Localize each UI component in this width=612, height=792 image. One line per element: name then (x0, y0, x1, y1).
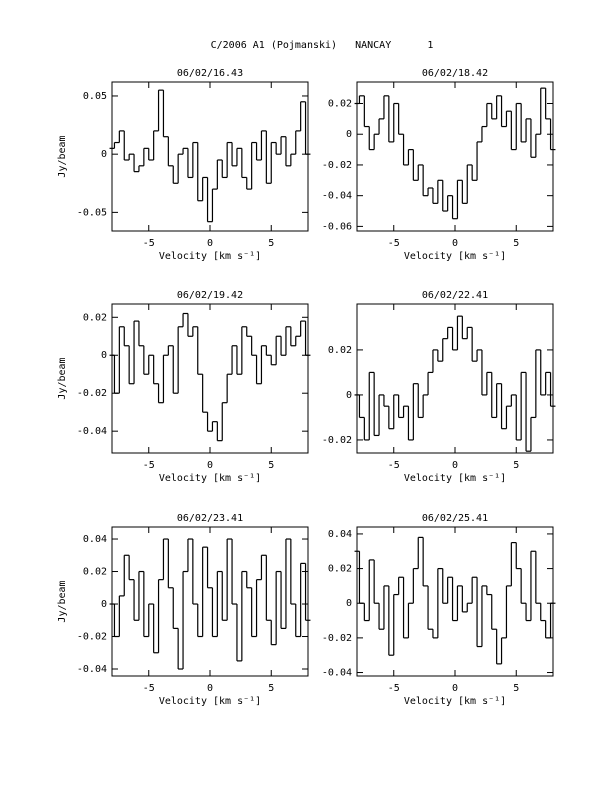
panel-title: 06/02/25.41 (422, 513, 488, 524)
y-tick-label: 0.02 (328, 345, 352, 356)
panel: 06/02/25.41 -5 0 5 -0.04 -0.02 0 0.02 0.04 Veloci… (322, 513, 556, 707)
x-tick-label: -5 (388, 238, 400, 249)
y-tick-label: -0.02 (322, 633, 352, 644)
plot-frame (356, 81, 554, 232)
panel: 06/02/22.41 -5 0 5 -0.02 0 0.02 Velocity [km s⁻… (322, 290, 556, 484)
y-tick-label: -0.02 (77, 632, 107, 643)
panel: 06/02/23.41 -5 0 5 -0.04 -0.02 0 0.02 0.04 Veloci… (57, 513, 311, 707)
x-tick-label: 0 (207, 238, 213, 249)
panel-title: 06/02/19.42 (177, 290, 243, 301)
x-tick-label: -5 (388, 460, 400, 471)
y-tick-label: 0.04 (83, 534, 107, 545)
y-tick-label: 0 (101, 350, 107, 361)
panel-title: 06/02/16.43 (177, 68, 243, 79)
plot-frame (111, 81, 309, 232)
y-tick-label: -0.04 (322, 668, 352, 679)
y-tick-label: 0.04 (328, 529, 352, 540)
panel: 06/02/16.43 -5 0 5 -0.05 0 0.05 Velocity [km s⁻… (57, 68, 311, 262)
panel: 06/02/18.42 -5 0 5 -0.06 -0.04 -0.02 0 0.02 Veloc… (322, 68, 556, 262)
y-tick-label: -0.04 (77, 664, 107, 675)
x-tick-label: 0 (207, 460, 213, 471)
x-tick-label: -5 (143, 460, 155, 471)
x-tick-label: 5 (268, 460, 274, 471)
y-tick-label: 0.05 (83, 91, 107, 102)
plot-frame (356, 526, 554, 677)
x-tick-label: 5 (268, 683, 274, 694)
x-tick-label: 5 (513, 460, 519, 471)
y-tick-label: 0.02 (83, 312, 107, 323)
x-tick-label: -5 (143, 683, 155, 694)
y-tick-label: -0.04 (322, 191, 352, 202)
x-axis-label: Velocity [km s⁻¹] (404, 696, 506, 707)
plot-frame (111, 303, 309, 454)
panel-title: 06/02/23.41 (177, 513, 243, 524)
y-tick-label: -0.06 (322, 221, 352, 232)
x-tick-label: 5 (513, 683, 519, 694)
x-tick-label: 0 (452, 683, 458, 694)
y-tick-label: 0.02 (328, 99, 352, 110)
y-axis-label: Jy/beam (57, 357, 68, 399)
x-tick-label: 0 (452, 460, 458, 471)
x-axis-label: Velocity [km s⁻¹] (159, 473, 261, 484)
panel-title: 06/02/18.42 (422, 68, 488, 79)
plot-frame (356, 303, 554, 454)
x-axis-label: Velocity [km s⁻¹] (404, 251, 506, 262)
panel-title: 06/02/22.41 (422, 290, 488, 301)
x-tick-label: 5 (513, 238, 519, 249)
y-tick-label: 0 (346, 598, 352, 609)
y-tick-label: -0.02 (322, 435, 352, 446)
figure-title: C/2006 A1 (Pojmanski) NANCAY 1 (211, 40, 434, 51)
x-axis-label: Velocity [km s⁻¹] (404, 473, 506, 484)
y-tick-label: 0.02 (328, 564, 352, 575)
y-axis-label: Jy/beam (57, 580, 68, 622)
y-tick-label: 0 (101, 149, 107, 160)
x-tick-label: -5 (143, 238, 155, 249)
y-axis-label: Jy/beam (57, 135, 68, 177)
plot-frame (111, 526, 309, 677)
panel: 06/02/19.42 -5 0 5 -0.04 -0.02 0 0.02 Velocity [… (57, 290, 311, 484)
x-axis-label: Velocity [km s⁻¹] (159, 696, 261, 707)
x-tick-label: 5 (268, 238, 274, 249)
x-tick-label: -5 (388, 683, 400, 694)
y-tick-label: 0 (346, 390, 352, 401)
y-tick-label: 0.02 (83, 567, 107, 578)
x-tick-label: 0 (207, 683, 213, 694)
y-tick-label: -0.02 (77, 388, 107, 399)
y-tick-label: 0 (101, 599, 107, 610)
x-tick-label: 0 (452, 238, 458, 249)
y-tick-label: 0 (346, 129, 352, 140)
y-tick-label: -0.04 (77, 426, 107, 437)
y-tick-label: -0.02 (322, 160, 352, 171)
x-axis-label: Velocity [km s⁻¹] (159, 251, 261, 262)
y-tick-label: -0.05 (77, 207, 107, 218)
